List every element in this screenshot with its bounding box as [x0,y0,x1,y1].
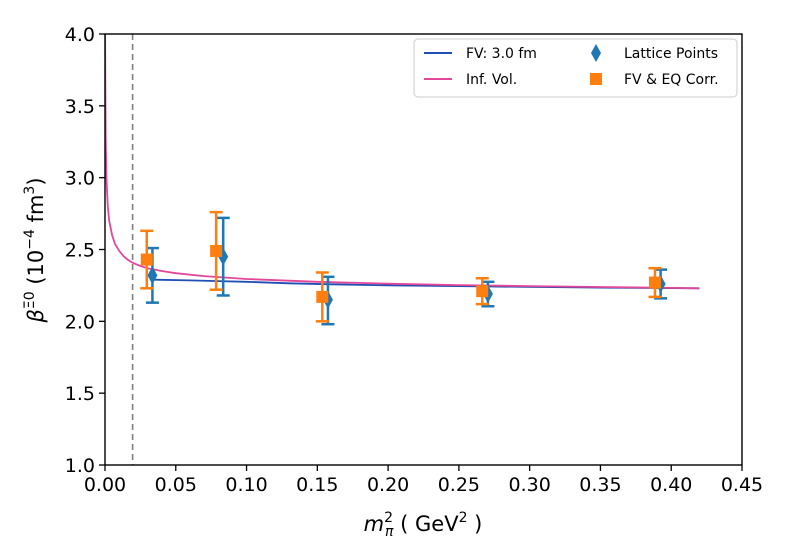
legend-box [413,38,738,98]
plot-area [105,34,700,465]
corrected-point [140,229,154,290]
corrected-marker [648,276,661,289]
legend-label-corrected: FV & EQ Corr. [624,72,719,88]
inf-vol-curve-line [105,34,700,290]
y-tick-label: 2.0 [65,311,95,333]
corrected-marker [210,244,223,257]
x-axis: 0.00 0.05 0.10 0.15 0.20 0.25 0.30 0.35 0.40 0.45 [84,465,763,496]
legend-label-inf: Inf. Vol. [466,72,517,88]
legend-label-lattice: Lattice Points [624,46,718,62]
corrected-marker [476,285,489,298]
x-tick-label: 0.15 [296,474,338,496]
y-tick-label: 1.0 [65,455,95,477]
x-tick-label: 0.45 [721,474,763,496]
x-tick-label: 0.10 [225,474,267,496]
y-tick-label: 4.0 [65,24,95,46]
legend: FV: 3.0 fm Inf. Vol. Lattice Points FV &… [413,38,738,98]
plot-background [105,34,742,465]
x-axis-title: m2 π ( GeV2 ) [364,510,483,540]
x-tick-label: 0.40 [650,474,692,496]
corrected-point [315,271,329,323]
y-tick-label: 1.5 [65,383,95,405]
x-tick-label: 0.25 [438,474,480,496]
lattice-marker [147,266,158,285]
y-tick-label: 3.5 [65,96,95,118]
corrected-point [475,276,489,306]
x-tick-label: 0.00 [84,474,126,496]
y-tick-label: 2.5 [65,240,95,262]
legend-label-fv: FV: 3.0 fm [466,46,537,62]
y-axis-title: βΞ0 (10−4 fm3) [22,177,48,323]
corrected-marker [140,253,153,266]
y-axis: 1.0 1.5 2.0 2.5 3.0 3.5 4.0 [65,24,105,477]
x-tick-label: 0.30 [509,474,551,496]
legend-swatch-lattice [591,44,601,62]
lattice-point [145,246,159,304]
corrected-point [209,210,223,291]
y-tick-label: 3.0 [65,168,95,190]
legend-swatch-corrected [590,73,602,85]
corrected-marker [316,290,329,303]
x-tick-label: 0.20 [367,474,409,496]
corrected-point [648,266,662,299]
x-tick-label: 0.35 [579,474,621,496]
x-tick-label: 0.05 [155,474,197,496]
